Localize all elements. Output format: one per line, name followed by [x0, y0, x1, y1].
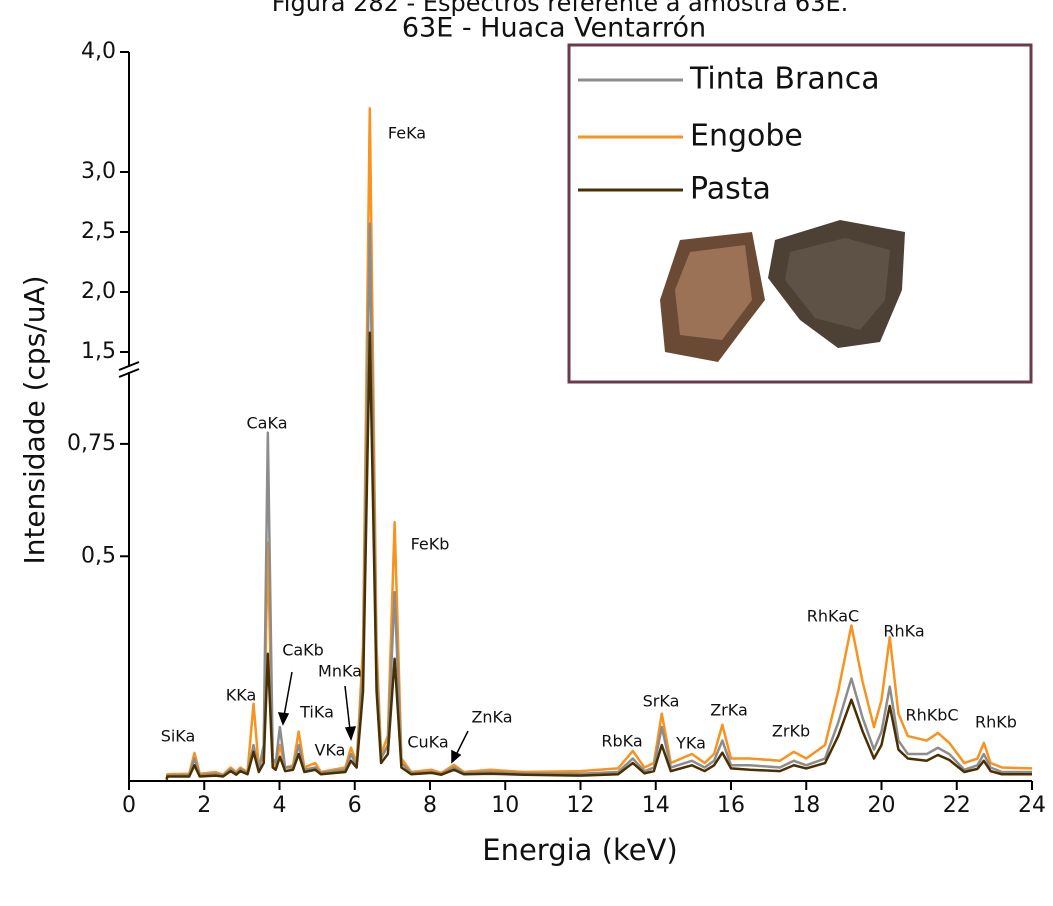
y-tick-label: 2,0: [81, 279, 116, 304]
chart-title: Figura 282 - Espectros referente à amost…: [272, 0, 849, 17]
series-line: [165, 331, 1032, 780]
peak-label: ZrKb: [772, 722, 810, 741]
x-tick-label: 6: [348, 793, 362, 818]
peak-label: SiKa: [161, 727, 196, 746]
arrow-head: [277, 712, 290, 726]
x-tick-label: 24: [1018, 793, 1046, 818]
peak-label: RbKa: [601, 732, 642, 751]
peak-label: FeKb: [411, 535, 450, 554]
legend: Tinta Branca Engobe Pasta: [567, 43, 1033, 384]
peak-label: KKa: [226, 686, 257, 705]
series-line: [165, 222, 1032, 780]
legend-label: Pasta: [690, 172, 771, 207]
x-tick-label: 0: [122, 793, 136, 818]
y-tick-label: 3,0: [81, 159, 116, 184]
peak-label: CaKb: [282, 641, 324, 660]
axis-break: [118, 368, 140, 378]
x-tick-label: 14: [642, 793, 670, 818]
peak-label: CaKa: [247, 414, 288, 433]
arrow-head: [451, 749, 462, 764]
x-axis-title: Energia (keV): [482, 833, 677, 867]
peak-label: TiKa: [299, 703, 334, 722]
peak-label: RhKaC: [807, 607, 859, 626]
x-tick-label: 18: [792, 793, 820, 818]
peak-label: ZnKa: [471, 708, 512, 727]
peak-label: FeKa: [388, 124, 426, 143]
arrow: [344, 685, 351, 731]
legend-box: [567, 43, 1033, 384]
peak-label: YKa: [675, 734, 706, 753]
peak-label: SrKa: [643, 692, 680, 711]
y-tick-label: 1,5: [81, 339, 116, 364]
x-tick-label: 8: [423, 793, 437, 818]
peak-label: VKa: [315, 741, 346, 760]
y-tick-label: 4,0: [81, 39, 116, 64]
legend-label: Tinta Branca: [689, 62, 880, 97]
arrow: [455, 730, 469, 756]
peak-label: MnKa: [318, 662, 362, 681]
x-tick-label: 12: [567, 793, 595, 818]
x-tick-label: 20: [868, 793, 896, 818]
peak-label: CuKa: [407, 733, 448, 752]
peak-label: ZrKa: [710, 701, 748, 720]
x-tick-label: 4: [273, 793, 287, 818]
arrow-head: [344, 726, 357, 742]
legend-label: Engobe: [690, 119, 803, 154]
y-tick-label: 2,5: [81, 219, 116, 244]
sample-photo: [660, 220, 905, 362]
sherd-face: [785, 238, 890, 330]
x-tick-label: 16: [717, 793, 745, 818]
peak-label: RhKa: [883, 622, 924, 641]
x-tick-label: 10: [491, 793, 519, 818]
chart-subtitle: 63E - Huaca Ventarrón: [402, 13, 706, 44]
y-tick-label: 0,5: [81, 543, 116, 568]
x-tick-label: 22: [943, 793, 971, 818]
peak-label: RhKb: [975, 713, 1017, 732]
x-tick-label: 2: [197, 793, 211, 818]
axis-break: [118, 361, 140, 371]
y-axis-title: Intensidade (cps/uA): [18, 275, 51, 564]
peak-label: RhKbC: [905, 706, 958, 725]
arrow: [283, 671, 293, 717]
sherd-face: [675, 245, 752, 340]
peak-arrows: [277, 671, 469, 764]
y-tick-label: 0,75: [67, 431, 116, 456]
